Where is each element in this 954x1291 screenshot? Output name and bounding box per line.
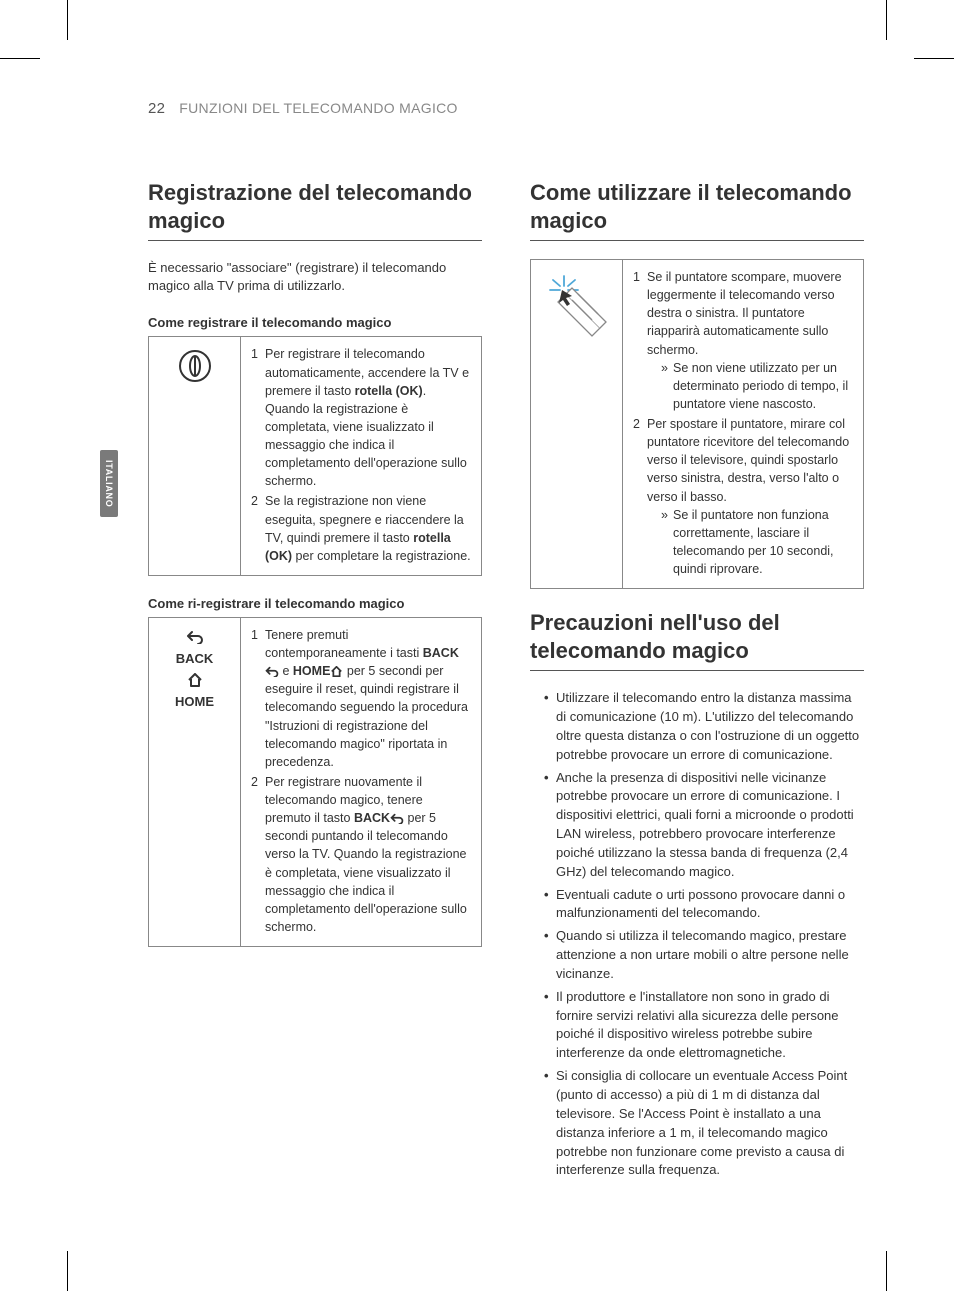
- precaution-item: Il produttore e l'installatore non sono …: [544, 988, 864, 1063]
- pointer-icon-cell: [531, 260, 623, 589]
- reregister-step-1: Tenere premuti contemporaneamente i tast…: [251, 626, 471, 771]
- usage-step-2-sub: Se il puntatore non funziona correttamen…: [661, 506, 853, 579]
- left-column: Registrazione del telecomando magico È n…: [148, 179, 482, 1184]
- page-number: 22: [148, 100, 165, 117]
- subheading-register: Come registrare il telecomando magico: [148, 315, 482, 330]
- running-header: 22 FUNZIONI DEL TELECOMANDO MAGICO: [148, 100, 864, 117]
- right-column: Come utilizzare il telecomando magico: [530, 179, 864, 1184]
- usage-table: Se il puntatore scompare, muovere legger…: [530, 259, 864, 589]
- section-title: FUNZIONI DEL TELECOMANDO MAGICO: [179, 100, 457, 116]
- usage-step-2: Per spostare il puntatore, mirare col pu…: [633, 415, 853, 578]
- wheel-ok-icon: [178, 349, 212, 383]
- heading-rule-2: [530, 240, 864, 241]
- heading-registration: Registrazione del telecomando magico: [148, 179, 482, 234]
- reregister-step-2: Per registrare nuovamente il telecomando…: [251, 773, 471, 936]
- register-steps: Per registrare il telecomando automatica…: [241, 337, 482, 576]
- wheel-icon-cell: [149, 337, 241, 576]
- register-step-2: Se la registrazione non viene eseguita, …: [251, 492, 471, 565]
- subheading-reregister: Come ri-registrare il telecomando magico: [148, 596, 482, 611]
- precaution-item: Eventuali cadute o urti possono provocar…: [544, 886, 864, 924]
- precaution-item: Utilizzare il telecomando entro la dista…: [544, 689, 864, 764]
- remote-pointer-icon: [542, 272, 612, 342]
- back-home-icon-cell: BACK HOME: [149, 617, 241, 946]
- reregister-table: BACK HOME Tenere premuti contemporaneame…: [148, 617, 482, 947]
- page-content: 22 FUNZIONI DEL TELECOMANDO MAGICO Regis…: [148, 100, 864, 1184]
- reregister-steps: Tenere premuti contemporaneamente i tast…: [241, 617, 482, 946]
- back-arrow-icon: [186, 630, 204, 644]
- register-step-1: Per registrare il telecomando automatica…: [251, 345, 471, 490]
- back-label: BACK: [176, 651, 214, 666]
- home-inline-icon: [330, 666, 343, 677]
- heading-precautions: Precauzioni nell'uso del telecomando mag…: [530, 609, 864, 664]
- precaution-item: Si consiglia di collocare un eventuale A…: [544, 1067, 864, 1180]
- back-arrow-inline-icon: [265, 666, 279, 677]
- home-label: HOME: [175, 694, 214, 709]
- usage-step-1: Se il puntatore scompare, muovere legger…: [633, 268, 853, 413]
- back-arrow-inline-icon-2: [390, 813, 404, 824]
- intro-text: È necessario "associare" (registrare) il…: [148, 259, 482, 295]
- language-tab: ITALIANO: [100, 450, 118, 517]
- heading-rule: [148, 240, 482, 241]
- heading-rule-3: [530, 670, 864, 671]
- precautions-list: Utilizzare il telecomando entro la dista…: [530, 689, 864, 1180]
- precaution-item: Anche la presenza di dispositivi nelle v…: [544, 769, 864, 882]
- usage-step-1-sub: Se non viene utilizzato per un determina…: [661, 359, 853, 413]
- home-house-icon: [187, 673, 203, 687]
- usage-steps: Se il puntatore scompare, muovere legger…: [623, 260, 864, 589]
- precaution-item: Quando si utilizza il telecomando magico…: [544, 927, 864, 984]
- register-table: Per registrare il telecomando automatica…: [148, 336, 482, 576]
- heading-usage: Come utilizzare il telecomando magico: [530, 179, 864, 234]
